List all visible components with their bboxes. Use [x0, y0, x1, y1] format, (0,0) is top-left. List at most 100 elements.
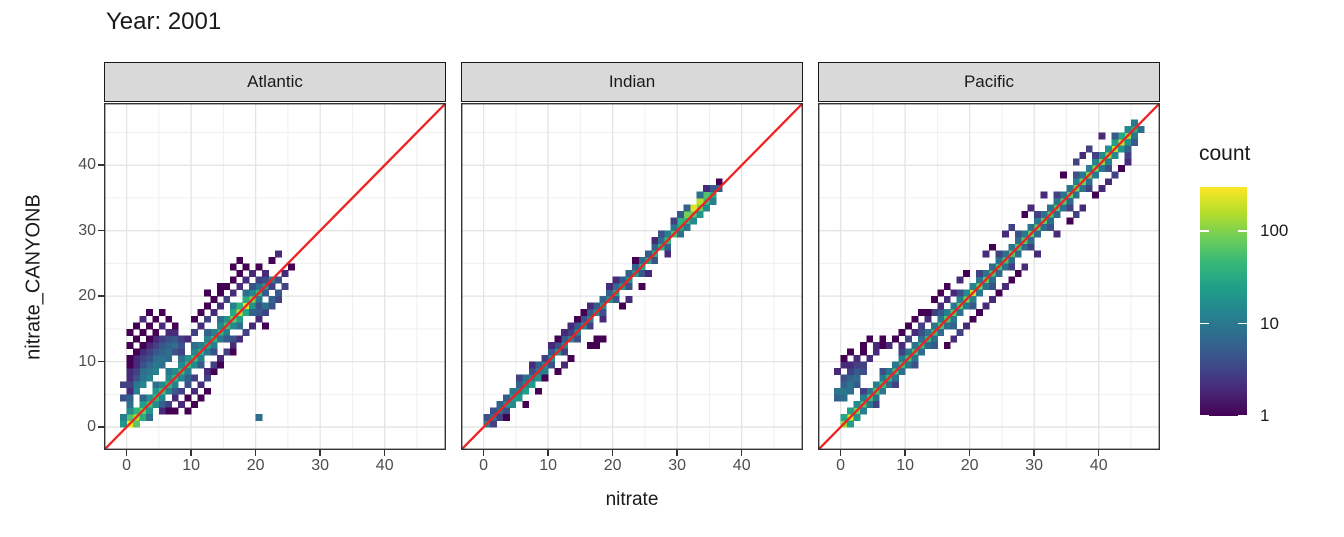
identity-line [104, 103, 446, 450]
bin [255, 296, 263, 304]
bin [535, 387, 543, 395]
bin [522, 400, 530, 408]
bin [1098, 152, 1106, 160]
bin [171, 322, 179, 330]
bin [911, 361, 919, 369]
bin [885, 341, 893, 349]
bin [236, 283, 244, 290]
bin [242, 309, 250, 317]
bin [593, 341, 601, 349]
bin [1105, 178, 1113, 186]
bin [709, 184, 717, 192]
bin [840, 394, 848, 402]
bin [969, 296, 977, 304]
legend-tick-label: 1 [1260, 406, 1270, 425]
bin [184, 374, 192, 382]
bin [1066, 184, 1074, 192]
bin [1059, 204, 1067, 212]
x-tick-mark [125, 450, 128, 456]
bin [139, 355, 147, 363]
bin [612, 283, 620, 290]
bin [554, 335, 562, 343]
bin [859, 361, 867, 369]
bin [216, 335, 224, 343]
bin [262, 322, 269, 330]
bin [619, 302, 626, 310]
bin [210, 309, 218, 317]
bin [255, 413, 263, 421]
bin [853, 374, 861, 382]
bin [696, 191, 704, 199]
bin [612, 296, 620, 304]
bin [249, 302, 257, 310]
bin [191, 328, 198, 336]
x-tick-label: 0 [836, 457, 846, 474]
bin [885, 381, 893, 389]
bin [133, 381, 140, 389]
bin [255, 302, 263, 310]
bin [872, 348, 880, 356]
bin [918, 309, 925, 317]
bin [502, 394, 510, 402]
bin [268, 283, 276, 290]
bin [834, 387, 841, 395]
bin [1027, 224, 1035, 232]
bin [905, 322, 912, 330]
bin [171, 335, 179, 343]
bin [152, 381, 160, 389]
bin [541, 368, 549, 376]
bin [567, 322, 575, 330]
bin [145, 368, 153, 376]
bin [515, 374, 523, 382]
bin [126, 374, 134, 382]
bin [158, 407, 166, 415]
bin [586, 302, 594, 310]
bin [963, 302, 971, 310]
bin [995, 269, 1003, 277]
bin [184, 394, 192, 402]
bin [879, 335, 887, 343]
bin [1008, 243, 1016, 251]
bin [840, 361, 848, 369]
bin [204, 315, 211, 323]
bin [502, 413, 510, 421]
bin [535, 374, 543, 382]
bin [918, 335, 925, 343]
panel-svg-indian [461, 103, 803, 450]
bin [989, 263, 996, 271]
bin [158, 341, 166, 349]
legend-tick-label: 10 [1260, 313, 1279, 333]
gridlines [461, 103, 803, 450]
bin [657, 237, 665, 245]
y-tick-label: 30 [78, 221, 96, 239]
bin [275, 276, 282, 284]
bin [242, 276, 250, 284]
bin [242, 263, 250, 271]
bin [1021, 243, 1029, 251]
bin [690, 204, 697, 212]
bin [165, 315, 173, 323]
x-tick-mark [319, 450, 321, 456]
x-tick-mark [904, 450, 906, 456]
bin [548, 361, 555, 369]
bin [937, 315, 945, 323]
legend-tick-right [1238, 415, 1247, 417]
bin [956, 309, 964, 317]
bin [702, 184, 710, 192]
bin [184, 407, 192, 415]
x-tick-mark [547, 450, 549, 456]
bin [223, 315, 231, 323]
bin [184, 355, 192, 363]
bin [210, 328, 218, 336]
bin [1008, 276, 1016, 284]
bin [229, 309, 237, 317]
bin [249, 289, 257, 297]
bin [847, 387, 854, 395]
bin [281, 269, 289, 277]
bin [262, 302, 269, 310]
bin [145, 361, 153, 369]
bin [158, 348, 166, 356]
bin [976, 276, 983, 284]
bin [644, 269, 652, 277]
bin [229, 348, 237, 356]
